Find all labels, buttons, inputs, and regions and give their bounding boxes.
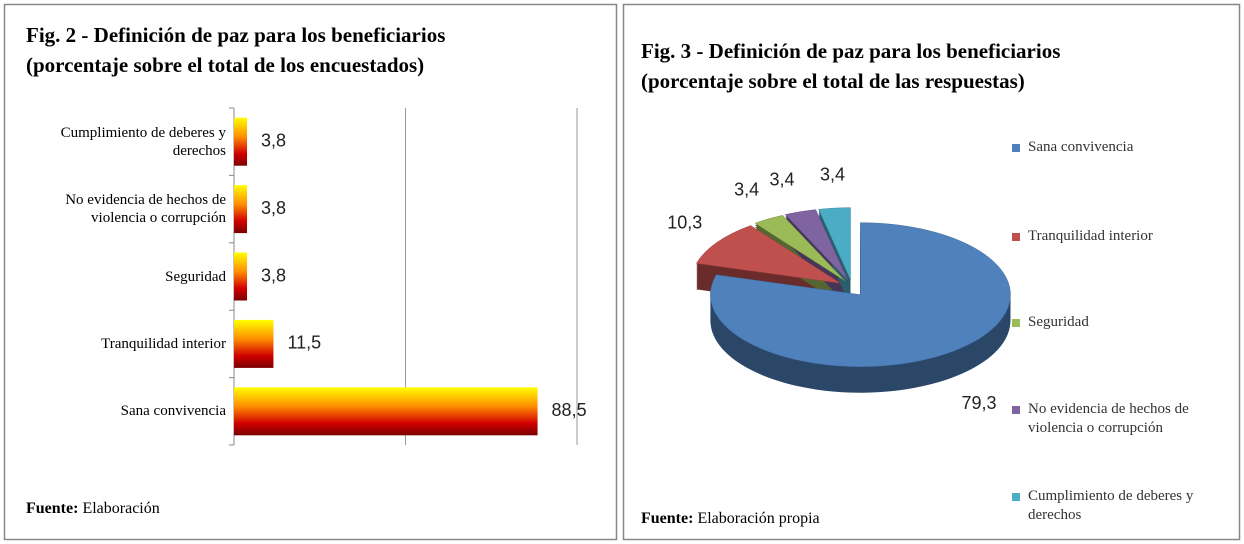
pie-slice	[784, 209, 848, 281]
chart-title: (porcentaje sobre el total de las respue…	[641, 69, 1025, 93]
data-label: 3,8	[261, 198, 286, 218]
category-label: Cumplimiento de deberes y derechos	[60, 124, 226, 159]
legend-swatch	[1012, 319, 1020, 327]
legend-label: Tranquilidad interior	[1028, 228, 1153, 244]
legend-swatch	[1012, 144, 1020, 152]
data-label: 88,5	[552, 400, 587, 420]
legend-swatch	[1012, 406, 1020, 414]
data-label: 3,4	[820, 165, 845, 185]
legend-label: No evidencia de hechos de violencia o co…	[1028, 401, 1189, 436]
source-text: Elaboración	[78, 500, 160, 517]
category-label: No evidencia de hechos de violencia o co…	[65, 192, 226, 227]
panel-border	[3, 3, 618, 541]
data-label: 3,8	[261, 265, 286, 285]
source-note: Fuente: Elaboración	[26, 500, 160, 518]
chart-title: Fig. 2 - Definición de paz para los bene…	[26, 23, 446, 47]
bar	[234, 387, 538, 436]
data-label: 10,3	[667, 213, 702, 233]
pie-slice	[818, 207, 851, 280]
category-label: Sana convivencia	[120, 403, 226, 420]
pie-slice	[710, 222, 1011, 367]
source-text: Elaboración propia	[693, 510, 820, 527]
bar	[234, 117, 248, 166]
bar	[234, 319, 274, 368]
pie-slice	[695, 225, 841, 284]
source-label: Fuente:	[641, 510, 694, 527]
legend-swatch	[1012, 493, 1020, 501]
legend-swatch	[1012, 233, 1020, 241]
legend-label: Sana convivencia	[1028, 139, 1134, 155]
category-label: Seguridad	[165, 268, 226, 285]
legend-label: Seguridad	[1028, 314, 1089, 330]
source-label: Fuente:	[26, 500, 79, 517]
legend-label: Cumplimiento de deberes y derechos	[1028, 488, 1194, 523]
data-label: 11,5	[287, 333, 321, 353]
source-note: Fuente: Elaboración propia	[641, 510, 820, 528]
category-label: Tranquilidad interior	[101, 335, 226, 352]
data-label: 3,4	[770, 170, 795, 190]
panel-border	[622, 3, 1241, 541]
bar	[234, 185, 248, 234]
pie-slice	[754, 214, 846, 281]
data-label: 79,3	[961, 393, 996, 413]
chart-title: (porcentaje sobre el total de los encues…	[26, 53, 425, 77]
data-label: 3,8	[261, 130, 286, 150]
bar	[234, 252, 248, 301]
data-label: 3,4	[734, 180, 759, 200]
chart-title: Fig. 3 - Definición de paz para los bene…	[641, 39, 1061, 63]
